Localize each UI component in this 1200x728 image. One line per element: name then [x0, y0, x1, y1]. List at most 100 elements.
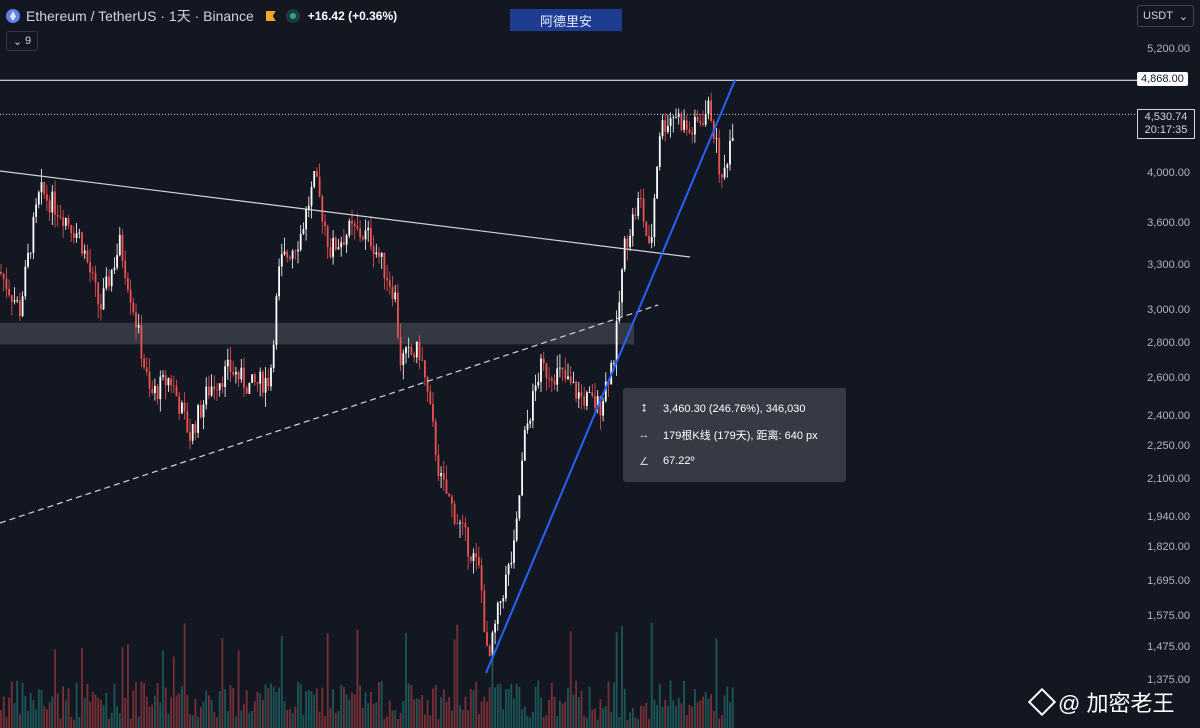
volume-bar — [0, 710, 2, 728]
candle-body — [64, 218, 67, 226]
candle-body — [332, 237, 334, 258]
volume-bar — [459, 705, 461, 728]
volume-bar — [262, 699, 264, 728]
volume-bar — [715, 638, 718, 728]
volume-bar — [48, 702, 51, 728]
volume-bar — [626, 719, 629, 728]
candle-body — [567, 376, 569, 379]
candle-body — [634, 214, 637, 216]
candle-body — [661, 120, 664, 137]
volume-bar — [124, 697, 127, 728]
candle-body — [461, 522, 464, 524]
volume-bar — [21, 682, 24, 728]
candle-body — [375, 252, 378, 255]
volume-bar — [413, 699, 415, 728]
volume-bar — [183, 623, 186, 728]
candle-body — [378, 252, 380, 257]
candle-body — [32, 216, 35, 253]
candle-body — [270, 367, 272, 387]
candle-body — [715, 138, 718, 139]
volume-bar — [583, 715, 586, 728]
axis-label: 1,695.00 — [1147, 574, 1190, 587]
flag-icon[interactable] — [265, 11, 276, 21]
volume-bar — [46, 709, 48, 728]
volume-bar — [729, 701, 731, 728]
candle-body — [356, 226, 359, 229]
candle-body — [440, 473, 442, 477]
volume-bar — [324, 716, 326, 728]
volume-bar — [194, 698, 197, 728]
volume-bar — [607, 681, 610, 728]
candle-body — [340, 242, 343, 248]
volume-bar — [143, 683, 145, 728]
axis-label: 2,800.00 — [1147, 336, 1190, 349]
candle-body — [329, 247, 332, 258]
candle-body — [10, 295, 13, 302]
market-status-icon — [285, 9, 300, 23]
volume-bar — [559, 700, 561, 728]
axis-label: 2,600.00 — [1147, 371, 1190, 384]
candle-body — [432, 403, 434, 422]
volume-bar — [313, 694, 316, 728]
axis-label: 1,820.00 — [1147, 540, 1190, 553]
volume-bar — [35, 709, 37, 728]
candle-body — [629, 235, 631, 248]
volume-bar — [718, 718, 721, 728]
candle-body — [618, 302, 621, 321]
volume-bar — [451, 710, 453, 728]
horizontal-line-price-tag: 4,868.00 — [1137, 72, 1188, 87]
candle-body — [251, 374, 253, 383]
candle-body — [289, 257, 291, 259]
volume-bar — [129, 718, 132, 728]
candle-body — [691, 132, 694, 135]
candle-body — [156, 386, 159, 400]
candle-body — [205, 386, 208, 405]
volume-bar — [634, 717, 637, 728]
volume-bar — [259, 693, 262, 728]
candle-body — [302, 229, 305, 234]
volume-bar — [75, 682, 78, 728]
volume-bar — [475, 681, 478, 728]
symbol-title[interactable]: Ethereum / TetherUS · 1天 · Binance — [26, 8, 254, 24]
volume-bar — [561, 703, 564, 728]
volume-bar — [456, 624, 459, 728]
volume-bar — [650, 622, 653, 728]
candle-body — [580, 392, 583, 397]
volume-bar — [172, 656, 175, 728]
candle-body — [564, 370, 567, 379]
candle-body — [181, 402, 183, 414]
candle-body — [237, 371, 240, 380]
currency-selector[interactable]: USDT ⌄ — [1137, 5, 1194, 27]
candle-body — [256, 382, 259, 384]
volume-bar — [421, 694, 424, 728]
candle-body — [75, 233, 78, 238]
candle-body — [267, 377, 270, 387]
candle-body — [56, 214, 59, 217]
candle-body — [507, 564, 510, 575]
volume-bar — [532, 711, 534, 728]
candle-body — [208, 386, 210, 396]
axis-label: 3,300.00 — [1147, 258, 1190, 271]
candle-body — [351, 220, 353, 224]
volume-bar — [208, 695, 210, 728]
volume-bar — [480, 701, 483, 728]
volume-bar — [170, 697, 172, 728]
candle-body — [248, 382, 251, 394]
candle-body — [426, 377, 429, 392]
candle-body — [467, 527, 469, 557]
volume-bar — [453, 639, 456, 728]
indicators-toggle[interactable]: ⌄ 9 — [6, 31, 38, 51]
candle-body — [140, 325, 143, 359]
candle-body — [456, 523, 459, 525]
volume-bar — [556, 715, 559, 728]
indicator-count: 9 — [25, 35, 32, 47]
volume-bar — [426, 700, 429, 728]
volume-bar — [378, 682, 380, 728]
candle-body — [27, 252, 29, 267]
ascending-dashed-trendline — [0, 304, 659, 524]
candle-body — [278, 266, 280, 297]
candle-body — [442, 473, 445, 480]
volume-bar — [405, 633, 407, 728]
volume-bar — [110, 712, 113, 728]
